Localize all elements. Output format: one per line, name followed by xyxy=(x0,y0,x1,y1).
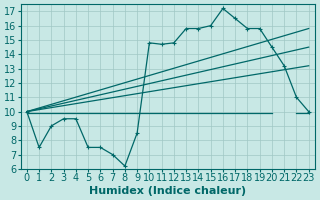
X-axis label: Humidex (Indice chaleur): Humidex (Indice chaleur) xyxy=(89,186,246,196)
